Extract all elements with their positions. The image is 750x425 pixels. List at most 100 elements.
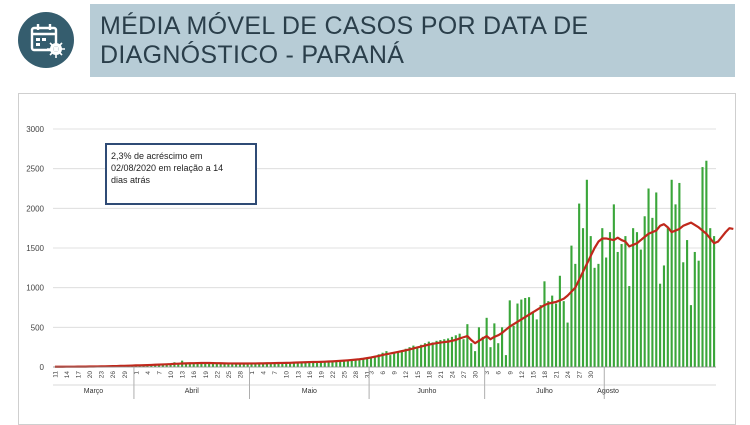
month-label: Abril — [185, 388, 199, 395]
y-tick-label: 2000 — [26, 204, 44, 213]
bar — [188, 363, 191, 367]
y-tick-label: 3000 — [26, 125, 44, 134]
x-tick-label: 24 — [565, 371, 572, 379]
bar — [477, 327, 480, 367]
moving-average-line — [54, 221, 734, 368]
month-label: Março — [84, 388, 104, 395]
bar — [273, 362, 276, 367]
x-tick-label: 22 — [330, 371, 337, 379]
month-label: Maio — [302, 388, 317, 395]
bar — [223, 363, 226, 367]
bar — [289, 362, 292, 367]
bar — [346, 360, 349, 367]
bar — [362, 359, 365, 367]
calendar-virus-icon — [18, 12, 74, 68]
bar — [412, 345, 415, 367]
bar — [154, 364, 157, 367]
bar — [342, 361, 346, 367]
bar — [701, 167, 704, 367]
bar — [597, 263, 600, 367]
x-tick-label: 9 — [392, 371, 399, 375]
bar — [635, 232, 639, 367]
bar — [562, 301, 565, 367]
bar — [578, 203, 581, 367]
bar — [593, 267, 596, 367]
x-tick-label: 4 — [261, 371, 268, 375]
bar — [358, 359, 361, 367]
x-tick-label: 15 — [415, 371, 422, 379]
bar — [157, 364, 161, 367]
bar — [373, 355, 376, 367]
x-tick-label: 26 — [110, 371, 117, 379]
bar — [331, 361, 334, 367]
bar — [443, 339, 446, 367]
bar — [481, 336, 484, 367]
bar — [686, 240, 689, 367]
bar — [420, 344, 423, 367]
x-tick-label: 3 — [484, 371, 491, 375]
x-tick-label: 27 — [461, 371, 468, 379]
x-tick-label: 31 — [365, 371, 372, 379]
bar — [713, 236, 716, 367]
bar — [670, 179, 673, 367]
x-tick-label: 18 — [542, 371, 549, 379]
x-tick-label: 10 — [168, 371, 175, 379]
bar — [551, 295, 554, 367]
bar — [508, 300, 511, 367]
x-tick-label: 22 — [214, 371, 221, 379]
x-tick-label: 28 — [353, 371, 360, 379]
annotation-line-2: 02/08/2020 em relação a 14 — [111, 163, 224, 173]
bar — [632, 228, 635, 367]
month-label: Agosto — [597, 388, 619, 395]
bar — [227, 363, 230, 367]
y-tick-label: 0 — [40, 363, 45, 372]
x-tick-label: 16 — [307, 371, 314, 379]
bar — [296, 362, 299, 367]
bar — [616, 251, 619, 367]
bar — [659, 283, 662, 367]
x-tick-label: 19 — [203, 371, 210, 379]
bar — [535, 319, 538, 367]
x-tick-label: 13 — [180, 371, 187, 379]
bar — [547, 301, 550, 367]
bar — [354, 359, 357, 367]
bar — [308, 361, 311, 367]
bar — [531, 311, 534, 367]
bar — [335, 361, 338, 367]
bar — [655, 192, 658, 367]
bar — [427, 341, 430, 367]
x-tick-label: 25 — [226, 371, 233, 379]
bar — [246, 363, 249, 367]
bar — [400, 350, 403, 367]
bar — [620, 244, 623, 367]
bar — [497, 343, 500, 367]
bar — [570, 245, 573, 367]
x-tick-label: 3 — [369, 371, 376, 375]
month-label: Junho — [417, 388, 436, 395]
x-tick-label: 18 — [426, 371, 433, 379]
bar — [161, 364, 164, 367]
bar — [581, 228, 585, 367]
bar — [458, 333, 461, 367]
x-tick-label: 9 — [507, 371, 514, 375]
bar — [527, 297, 531, 367]
x-tick-label: 23 — [99, 371, 106, 379]
bar — [423, 343, 427, 367]
bar — [574, 263, 577, 367]
annotation-line-1: 2,3% de acréscimo em — [111, 151, 203, 161]
bar — [693, 251, 696, 367]
x-tick-label: 25 — [342, 371, 349, 379]
x-tick-label: 24 — [450, 371, 457, 379]
bar — [404, 348, 407, 367]
bar — [608, 232, 612, 367]
bar — [689, 305, 693, 367]
x-tick-label: 30 — [588, 371, 595, 379]
bar — [643, 216, 646, 367]
bar — [678, 182, 681, 367]
bar — [558, 275, 561, 367]
bar — [242, 363, 245, 367]
bar — [265, 363, 268, 367]
bar — [408, 347, 411, 367]
bar — [339, 361, 342, 367]
bar — [450, 336, 454, 367]
